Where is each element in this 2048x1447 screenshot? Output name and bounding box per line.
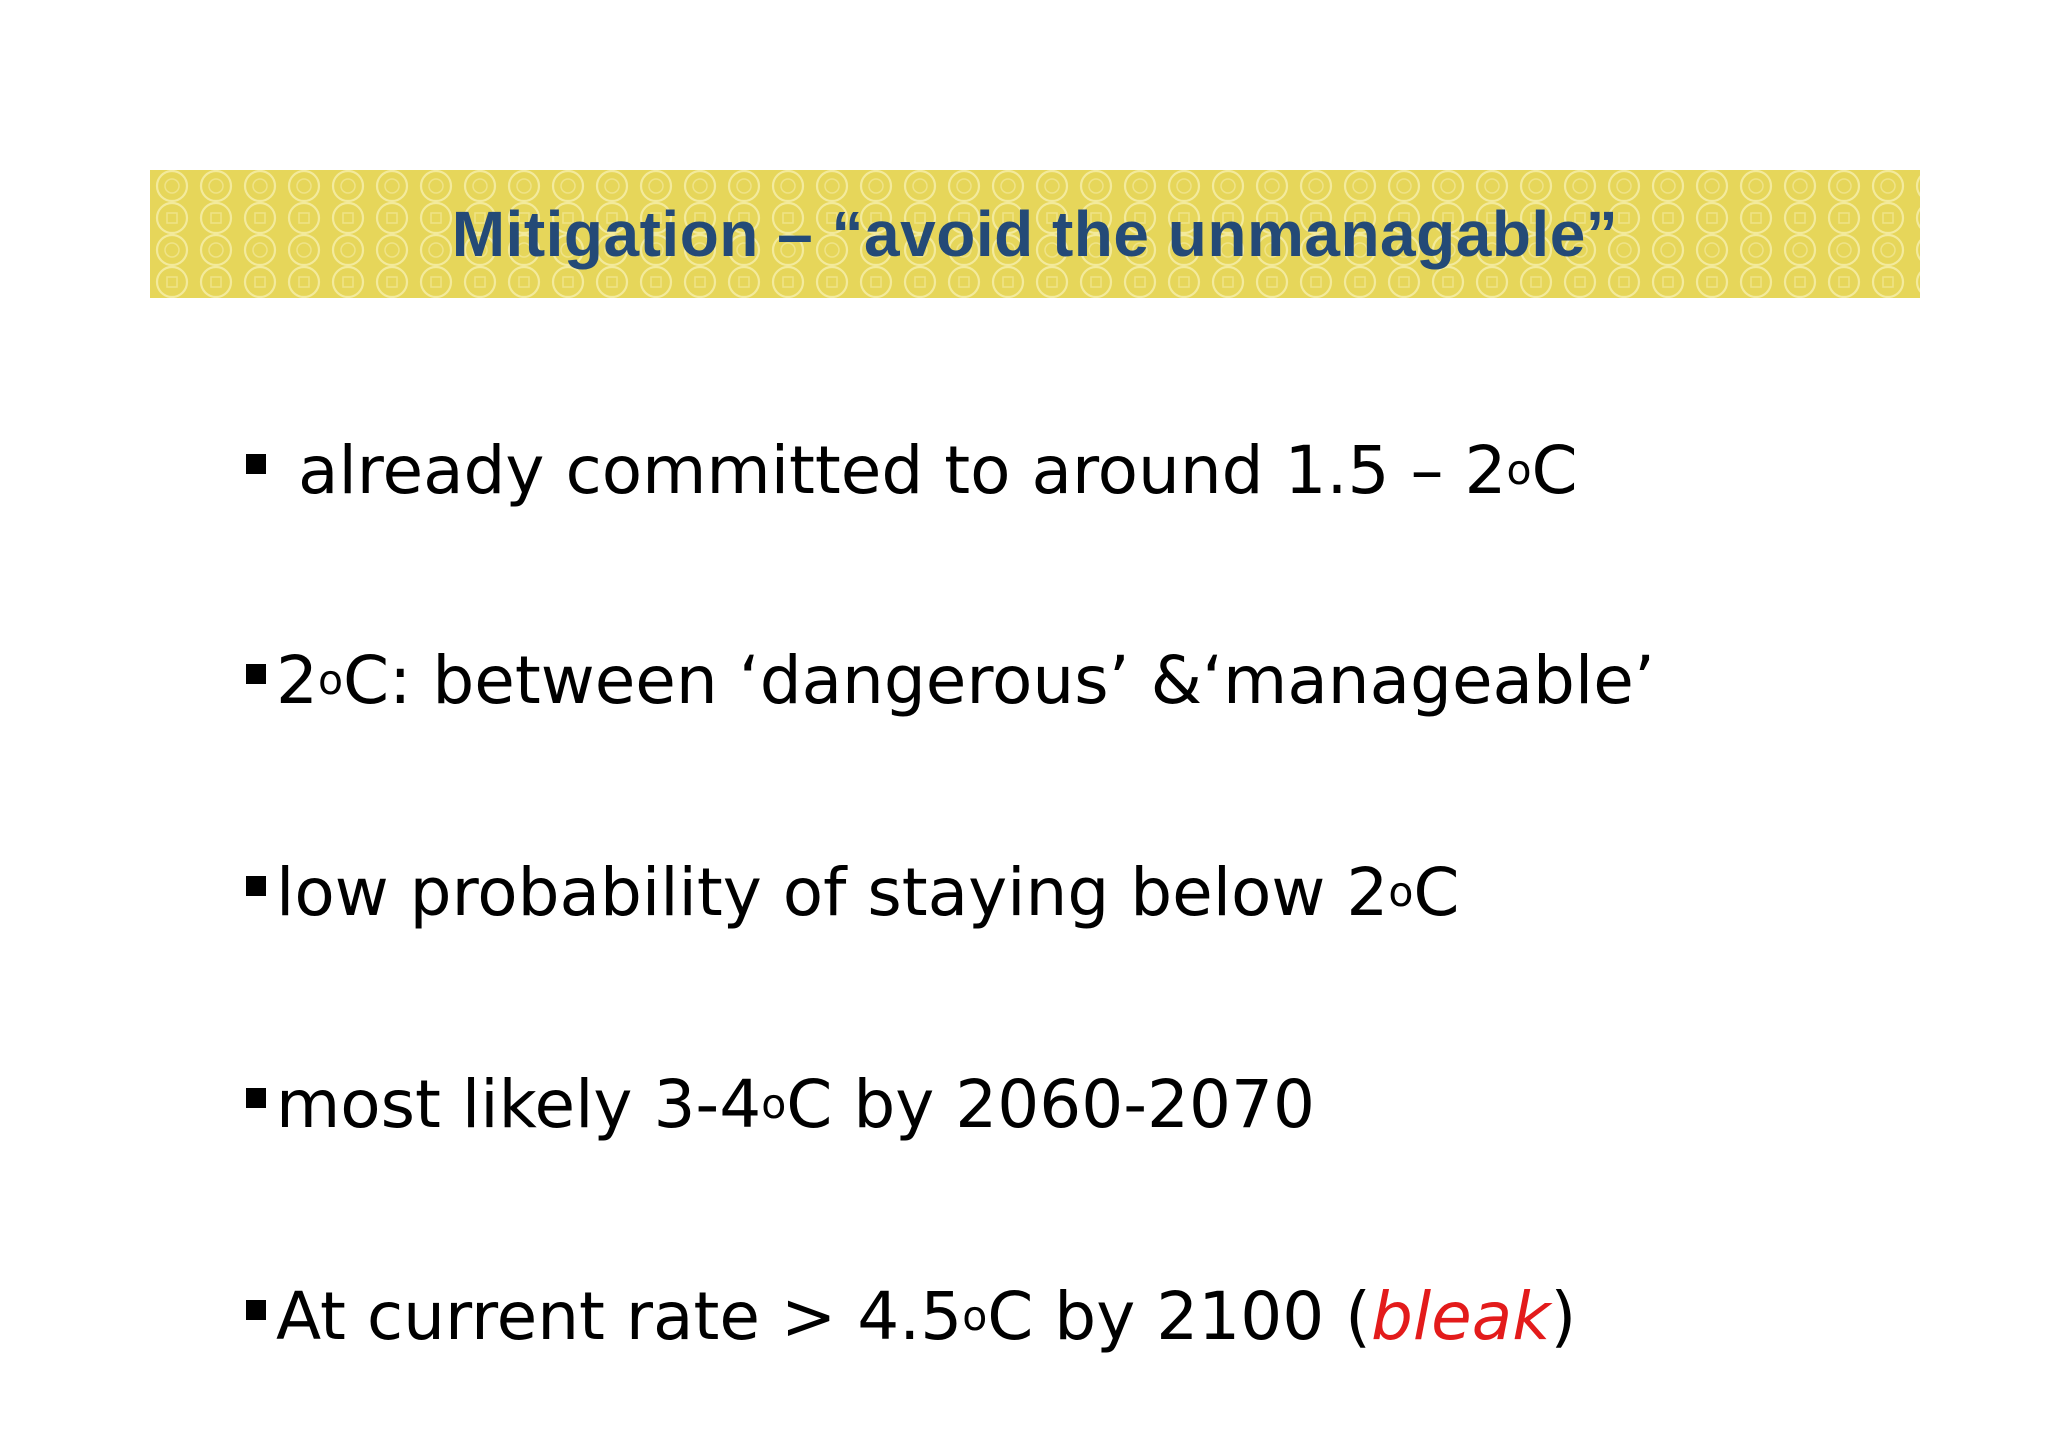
bullet-item-2: 2 o C: between ‘dangerous’ &‘manageable’ [246,630,1655,730]
closing-paren: ) [1550,1277,1577,1355]
square-bullet-icon [246,876,266,896]
title-banner: Mitigation – “avoid the unmanagable” [150,170,1920,298]
square-bullet-icon [246,1088,266,1108]
bullet-text-tail: C [1413,853,1460,931]
bullet-text-tail: C [1531,431,1578,509]
bullet-text: most likely 3-4 [276,1065,762,1143]
bullet-text: already committed to around 1.5 – 2 [298,431,1507,509]
square-bullet-icon [246,664,266,684]
banner-pattern [150,170,1920,298]
bullet-text: 2 [276,641,318,719]
square-bullet-icon [246,454,266,474]
square-bullet-icon [246,1300,266,1320]
bleak-highlight: bleak [1370,1277,1551,1355]
bullet-text-tail: C: between ‘dangerous’ &‘manageable’ [343,641,1655,719]
bullet-text-tail: C by 2060-2070 [786,1065,1316,1143]
slide-title: Mitigation – “avoid the unmanagable” [451,198,1619,270]
bullet-text: low probability of staying below 2 [276,853,1389,931]
bullet-item-4: most likely 3-4 o C by 2060-2070 [246,1054,1315,1154]
bullet-text-tail: C by 2100 ( [987,1277,1371,1355]
bullet-text: At current rate > 4.5 [276,1277,963,1355]
